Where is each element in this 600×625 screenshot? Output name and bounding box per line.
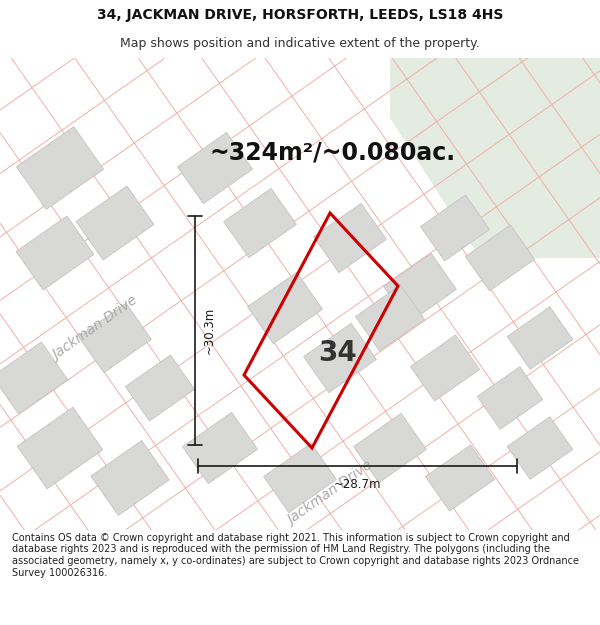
Text: 34, JACKMAN DRIVE, HORSFORTH, LEEDS, LS18 4HS: 34, JACKMAN DRIVE, HORSFORTH, LEEDS, LS1… <box>97 8 503 21</box>
Text: ~30.3m: ~30.3m <box>203 307 216 354</box>
Polygon shape <box>314 203 386 272</box>
Polygon shape <box>421 195 490 261</box>
Polygon shape <box>353 413 427 482</box>
Polygon shape <box>410 335 479 401</box>
Polygon shape <box>248 272 322 344</box>
Polygon shape <box>383 253 457 322</box>
Text: Jackman Drive: Jackman Drive <box>50 294 140 362</box>
Polygon shape <box>178 132 253 204</box>
Text: Contains OS data © Crown copyright and database right 2021. This information is : Contains OS data © Crown copyright and d… <box>12 533 579 578</box>
Polygon shape <box>16 216 94 290</box>
Polygon shape <box>390 58 600 258</box>
Text: ~324m²/~0.080ac.: ~324m²/~0.080ac. <box>210 141 456 165</box>
Polygon shape <box>0 342 68 414</box>
Polygon shape <box>16 127 104 209</box>
Polygon shape <box>79 303 151 372</box>
Polygon shape <box>477 367 543 429</box>
Text: ~28.7m: ~28.7m <box>334 478 381 491</box>
Polygon shape <box>507 417 573 479</box>
Polygon shape <box>182 412 257 484</box>
Polygon shape <box>17 408 103 489</box>
Text: Map shows position and indicative extent of the property.: Map shows position and indicative extent… <box>120 37 480 50</box>
Polygon shape <box>304 323 376 392</box>
Polygon shape <box>355 285 425 351</box>
Polygon shape <box>91 441 169 516</box>
Polygon shape <box>224 188 296 258</box>
Polygon shape <box>76 186 154 260</box>
Polygon shape <box>466 225 535 291</box>
Polygon shape <box>507 307 573 369</box>
Text: 34: 34 <box>319 339 358 367</box>
Polygon shape <box>425 445 494 511</box>
Polygon shape <box>125 355 194 421</box>
Polygon shape <box>263 443 337 512</box>
Text: Jackman Drive: Jackman Drive <box>285 459 375 528</box>
